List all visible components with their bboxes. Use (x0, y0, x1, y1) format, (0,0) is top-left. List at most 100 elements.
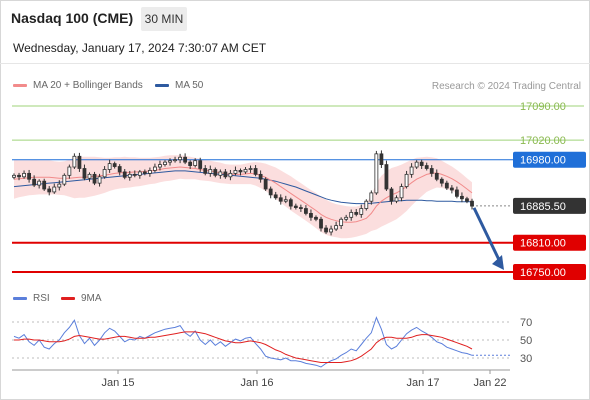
candle-body (188, 161, 193, 166)
candle-body (359, 208, 364, 215)
candle-body (82, 168, 87, 179)
candle-body (404, 173, 409, 187)
candle-body (178, 156, 182, 161)
x-tick-label: Jan 15 (101, 377, 134, 389)
x-tick-label: Jan 16 (240, 377, 273, 389)
candle-body (158, 164, 162, 168)
level-tag-16885.50 (513, 197, 586, 214)
level-label-17090.00: 17090.00 (520, 101, 566, 113)
legend-rsi: RSI (13, 293, 50, 304)
candle-body (67, 166, 72, 176)
rsi-tick-30: 30 (520, 353, 532, 365)
chart-header: Nasdaq 100 (CME) 30 MIN (0, 0, 590, 36)
candle-body (324, 227, 328, 233)
candle-body (444, 182, 449, 189)
candle-body (465, 198, 469, 202)
legend-9ma-label: 9MA (81, 293, 102, 304)
candle-body (293, 205, 298, 208)
ma9-swatch (61, 297, 75, 300)
timeframe-button[interactable]: 30 MIN (141, 7, 187, 31)
candle-body (47, 188, 52, 193)
level-label-16885.50: 16885.50 (520, 201, 566, 213)
candle-body (263, 178, 268, 190)
candle-body (37, 180, 42, 186)
level-label-16810.00: 16810.00 (520, 238, 566, 250)
candle-body (168, 160, 172, 163)
candle-body (434, 172, 439, 180)
candle-body (399, 186, 404, 199)
ma20-swatch (13, 84, 27, 87)
candle-body (455, 189, 459, 197)
candle-body (153, 166, 157, 171)
candle-body (414, 161, 419, 168)
candle-body (127, 173, 132, 178)
candle-body (394, 197, 399, 202)
candle-body (339, 218, 344, 227)
legend-ma20-label: MA 20 + Bollinger Bands (33, 80, 143, 91)
candle-body (223, 171, 228, 178)
candle-body (137, 171, 142, 176)
candle-body (193, 160, 198, 166)
candle-body (32, 178, 37, 186)
credit-text: Research © 2024 Trading Central (431, 81, 581, 92)
candle-body (27, 172, 31, 180)
level-label-16750.00: 16750.00 (520, 267, 566, 279)
candle-body (304, 208, 308, 214)
candle-body (17, 174, 21, 178)
candle-body (77, 155, 82, 169)
candle-body (198, 160, 203, 169)
candle-body (258, 173, 263, 180)
candle-body (329, 228, 333, 233)
candle-body (460, 195, 464, 200)
x-tick-label: Jan 22 (473, 377, 506, 389)
candle-body (112, 163, 117, 167)
candle-body (253, 168, 258, 175)
candle-body (273, 194, 278, 199)
candle-body (22, 172, 26, 178)
candle-body (203, 168, 208, 174)
candle-body (409, 166, 414, 175)
rsi-swatch (13, 297, 27, 300)
ma9-line (14, 331, 473, 363)
candle-body (142, 171, 147, 174)
candle-body (213, 169, 218, 176)
candle-body (298, 207, 303, 209)
ma50-swatch (155, 84, 169, 87)
candle-body (62, 174, 67, 185)
level-label-16980.00: 16980.00 (520, 155, 566, 167)
candle-body (107, 163, 112, 170)
candle-body (319, 218, 323, 229)
candle-body (147, 170, 152, 174)
level-tag-16750.00 (513, 264, 586, 280)
candle-body (42, 180, 47, 190)
candle-body (97, 176, 102, 184)
forecast-arrow (472, 207, 503, 265)
legend-ma50: MA 50 (155, 80, 203, 91)
candle-body (72, 155, 77, 168)
candle-body (183, 156, 188, 163)
candle-body (102, 169, 107, 178)
legend-rsi-label: RSI (33, 293, 50, 304)
rsi-tick-50: 50 (520, 335, 532, 347)
legend-9ma: 9MA (61, 293, 102, 304)
candle-body (238, 170, 243, 173)
candle-body (419, 161, 424, 166)
candle-body (268, 188, 273, 196)
timestamp: Wednesday, January 17, 2024 7:30:07 AM C… (13, 41, 267, 55)
candle-body (349, 212, 354, 218)
candle-body (243, 169, 248, 173)
candle-body (57, 183, 62, 188)
candle-body (233, 170, 238, 174)
rsi-tick-70: 70 (520, 317, 532, 329)
candle-body (429, 168, 434, 174)
candle-body (364, 200, 369, 209)
candle-body (12, 174, 16, 178)
x-tick-label: Jan 17 (406, 377, 439, 389)
level-label-17020.00: 17020.00 (520, 135, 566, 147)
candle-body (379, 153, 384, 165)
candle-body (218, 171, 223, 176)
candle-body (163, 161, 167, 165)
rsi-line (13, 316, 473, 368)
candle-body (449, 187, 454, 191)
candle-body (173, 159, 177, 162)
